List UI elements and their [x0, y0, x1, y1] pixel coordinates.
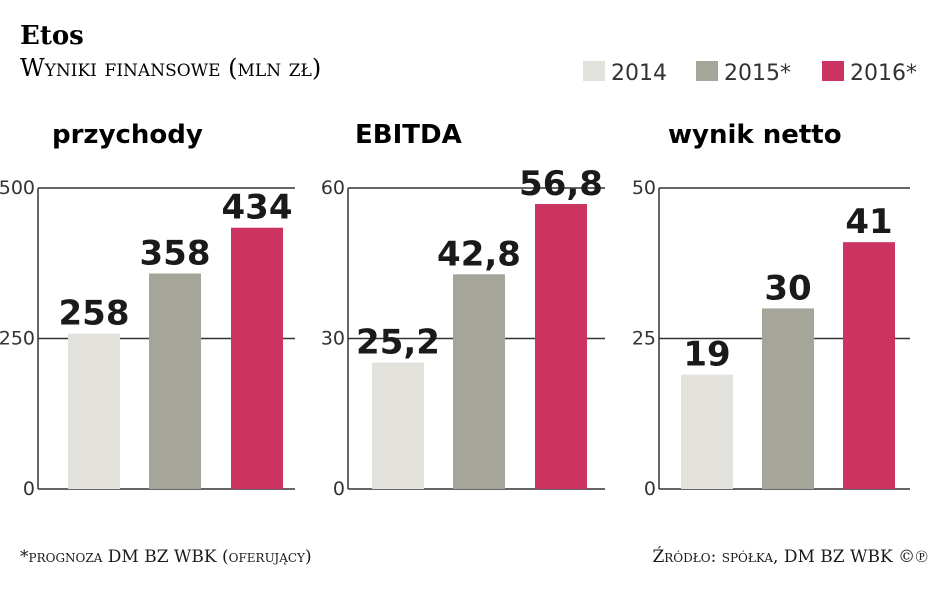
legend: 2014 2015* 2016* — [583, 61, 917, 86]
y-tick-label: 60 — [321, 177, 345, 199]
legend-label: 2015* — [724, 61, 791, 86]
y-tick-label: 0 — [333, 478, 345, 500]
chart-panels: przychody0250500258358434EBITDA0306025,2… — [0, 120, 910, 500]
chart-panel-3: wynik netto 0 25 50 19 30 41 — [632, 120, 910, 500]
chart-title: Etos — [20, 21, 84, 51]
bar-2 — [453, 274, 505, 489]
y-tick-label: 500 — [0, 177, 35, 199]
y-tick-label: 250 — [0, 328, 35, 350]
data-label: 434 — [222, 188, 293, 228]
y-tick-label: 0 — [23, 478, 35, 500]
bar-1 — [372, 362, 424, 489]
footnote: *prognoza DM BZ WBK (oferujący) — [20, 547, 312, 567]
data-label: 258 — [59, 294, 130, 334]
data-label: 358 — [140, 233, 211, 273]
chart-subtitle: Wyniki finansowe (mln zł) — [20, 54, 321, 82]
legend-item-2: 2015* — [696, 61, 791, 86]
chart-panel-2: EBITDA 0 30 60 25,2 42,8 56,8 — [321, 120, 605, 500]
legend-item-1: 2014 — [583, 61, 667, 86]
bar-2 — [762, 308, 814, 489]
data-label: 19 — [683, 335, 730, 375]
bar-1 — [681, 374, 733, 489]
bar-3 — [231, 227, 283, 489]
bar-2 — [149, 273, 201, 489]
bar-3 — [843, 242, 895, 489]
panel-title: EBITDA — [355, 120, 462, 150]
legend-label: 2014 — [611, 61, 667, 86]
data-label: 30 — [764, 268, 811, 308]
bar-3 — [535, 204, 587, 489]
y-tick-label: 0 — [644, 478, 656, 500]
bar-1 — [68, 333, 120, 489]
data-label: 41 — [845, 202, 892, 242]
data-label: 42,8 — [437, 234, 521, 274]
legend-label: 2016* — [850, 61, 917, 86]
y-tick-label: 30 — [321, 328, 345, 350]
legend-swatch — [822, 61, 844, 81]
y-tick-label: 25 — [632, 328, 656, 350]
data-label: 56,8 — [519, 164, 603, 204]
legend-item-3: 2016* — [822, 61, 917, 86]
panel-title: wynik netto — [668, 120, 842, 150]
data-label: 25,2 — [356, 323, 440, 363]
y-tick-label: 50 — [632, 177, 656, 199]
source-note: Źródło: spółka, DM BZ WBK ©℗ — [652, 546, 928, 567]
legend-swatch — [696, 61, 718, 81]
panel-title: przychody — [52, 120, 203, 150]
legend-swatch — [583, 61, 605, 81]
